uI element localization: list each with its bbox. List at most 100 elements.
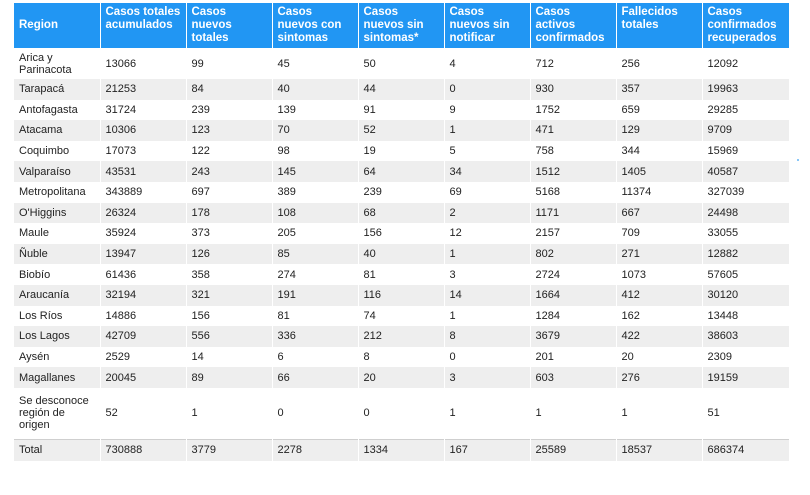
- value-cell: 0: [358, 387, 445, 440]
- region-cell: Los Lagos: [14, 326, 101, 347]
- header-cell: Casos nuevos sin sintomas*: [358, 3, 445, 48]
- value-cell: 52: [100, 387, 187, 440]
- table-row: Los Lagos 42709 556 336 212 8 3679 422 38603: [14, 326, 790, 347]
- value-cell: 276: [616, 367, 703, 388]
- value-cell: 74: [358, 305, 445, 327]
- value-cell: 15969: [702, 140, 790, 162]
- value-cell: 24498: [702, 202, 790, 224]
- value-cell: 44: [358, 79, 445, 100]
- region-cell: Coquimbo: [14, 140, 101, 162]
- value-cell: 8: [358, 346, 445, 368]
- table-body: Arica y Parinacota 13066 99 45 50 4 712 256 1209…: [14, 48, 790, 461]
- value-cell: 1: [444, 120, 531, 141]
- value-cell: 271: [616, 243, 703, 265]
- value-cell: 1073: [616, 264, 703, 285]
- header-cell: Casos totales acumulados: [100, 3, 187, 48]
- value-cell: 3: [444, 367, 531, 388]
- value-cell: 357: [616, 79, 703, 100]
- table-row: Atacama 10306 123 70 52 1 471 129 9709: [14, 120, 790, 141]
- value-cell: 85: [272, 243, 359, 265]
- value-cell: 239: [358, 181, 445, 203]
- value-cell: 52: [358, 120, 445, 141]
- value-cell: 21253: [100, 79, 187, 100]
- value-cell: 17073: [100, 140, 187, 162]
- value-cell: 191: [272, 284, 359, 306]
- value-cell: 667: [616, 202, 703, 224]
- table-row: Araucanía 32194 321 191 116 14 1664 412 30120: [14, 284, 790, 306]
- value-cell: 69: [444, 181, 531, 203]
- value-cell: 122: [186, 140, 273, 162]
- region-cell: Metropolitana: [14, 181, 101, 203]
- value-cell: 10306: [100, 120, 187, 141]
- value-cell: 2: [444, 202, 531, 224]
- value-cell: 11374: [616, 181, 703, 203]
- value-cell: 4: [444, 48, 531, 79]
- value-cell: 274: [272, 264, 359, 285]
- table-row: Magallanes 20045 89 66 20 3 603 276 19159: [14, 367, 790, 388]
- value-cell: 1: [186, 387, 273, 440]
- table-row: Arica y Parinacota 13066 99 45 50 4 712 256 1209…: [14, 48, 790, 79]
- table-row: Coquimbo 17073 122 98 19 5 758 344 15969: [14, 140, 790, 162]
- value-cell: 43531: [100, 161, 187, 182]
- value-cell: 81: [358, 264, 445, 285]
- header-cell: Casos nuevos totales: [186, 3, 273, 48]
- value-cell: 167: [444, 438, 531, 461]
- value-cell: 40587: [702, 161, 790, 182]
- value-cell: 156: [358, 223, 445, 244]
- value-cell: 13066: [100, 48, 187, 79]
- value-cell: 126: [186, 243, 273, 265]
- value-cell: 19: [358, 140, 445, 162]
- table-row: Metropolitana 343889 697 389 239 69 5168 11374 3…: [14, 181, 790, 203]
- value-cell: 344: [616, 140, 703, 162]
- value-cell: 30120: [702, 284, 790, 306]
- value-cell: 5168: [530, 181, 617, 203]
- table-row: Valparaíso 43531 243 145 64 34 1512 1405 40587: [14, 161, 790, 182]
- header-cell: Casos nuevos con sintomas: [272, 3, 359, 48]
- value-cell: 1334: [358, 438, 445, 461]
- value-cell: 6: [272, 346, 359, 368]
- value-cell: 68: [358, 202, 445, 224]
- value-cell: 321: [186, 284, 273, 306]
- value-cell: 19963: [702, 79, 790, 100]
- value-cell: 20: [358, 367, 445, 388]
- value-cell: 51: [702, 387, 790, 440]
- value-cell: 0: [444, 346, 531, 368]
- region-cell: Araucanía: [14, 284, 101, 306]
- table-row: Aysén 2529 14 6 8 0 201 20 2309: [14, 346, 790, 368]
- value-cell: 1: [530, 387, 617, 440]
- value-cell: 336: [272, 326, 359, 347]
- value-cell: 14886: [100, 305, 187, 327]
- value-cell: 471: [530, 120, 617, 141]
- value-cell: 38603: [702, 326, 790, 347]
- value-cell: 0: [272, 387, 359, 440]
- value-cell: 99: [186, 48, 273, 79]
- value-cell: 343889: [100, 181, 187, 203]
- header-row: Region Casos totales acumulados Casos nu…: [14, 3, 790, 48]
- region-cell: Magallanes: [14, 367, 101, 388]
- value-cell: 1284: [530, 305, 617, 327]
- table-row: Biobío 61436 358 274 81 3 2724 1073 57605: [14, 264, 790, 285]
- value-cell: 327039: [702, 181, 790, 203]
- value-cell: 358: [186, 264, 273, 285]
- value-cell: 34: [444, 161, 531, 182]
- value-cell: 422: [616, 326, 703, 347]
- value-cell: 9709: [702, 120, 790, 141]
- value-cell: 389: [272, 181, 359, 203]
- value-cell: 64: [358, 161, 445, 182]
- header-cell: Fallecidos totales: [616, 3, 703, 48]
- value-cell: 1752: [530, 99, 617, 121]
- covid-cases-table: Region Casos totales acumulados Casos nu…: [14, 3, 790, 461]
- value-cell: 1512: [530, 161, 617, 182]
- table-row: Ñuble 13947 126 85 40 1 802 271 12882: [14, 243, 790, 265]
- value-cell: 12: [444, 223, 531, 244]
- value-cell: 13947: [100, 243, 187, 265]
- value-cell: 31724: [100, 99, 187, 121]
- value-cell: 116: [358, 284, 445, 306]
- value-cell: 20: [616, 346, 703, 368]
- value-cell: 3679: [530, 326, 617, 347]
- value-cell: 1: [444, 305, 531, 327]
- value-cell: 84: [186, 79, 273, 100]
- value-cell: 26324: [100, 202, 187, 224]
- value-cell: 18537: [616, 438, 703, 461]
- region-cell: Se desconoce región de origen: [14, 387, 101, 440]
